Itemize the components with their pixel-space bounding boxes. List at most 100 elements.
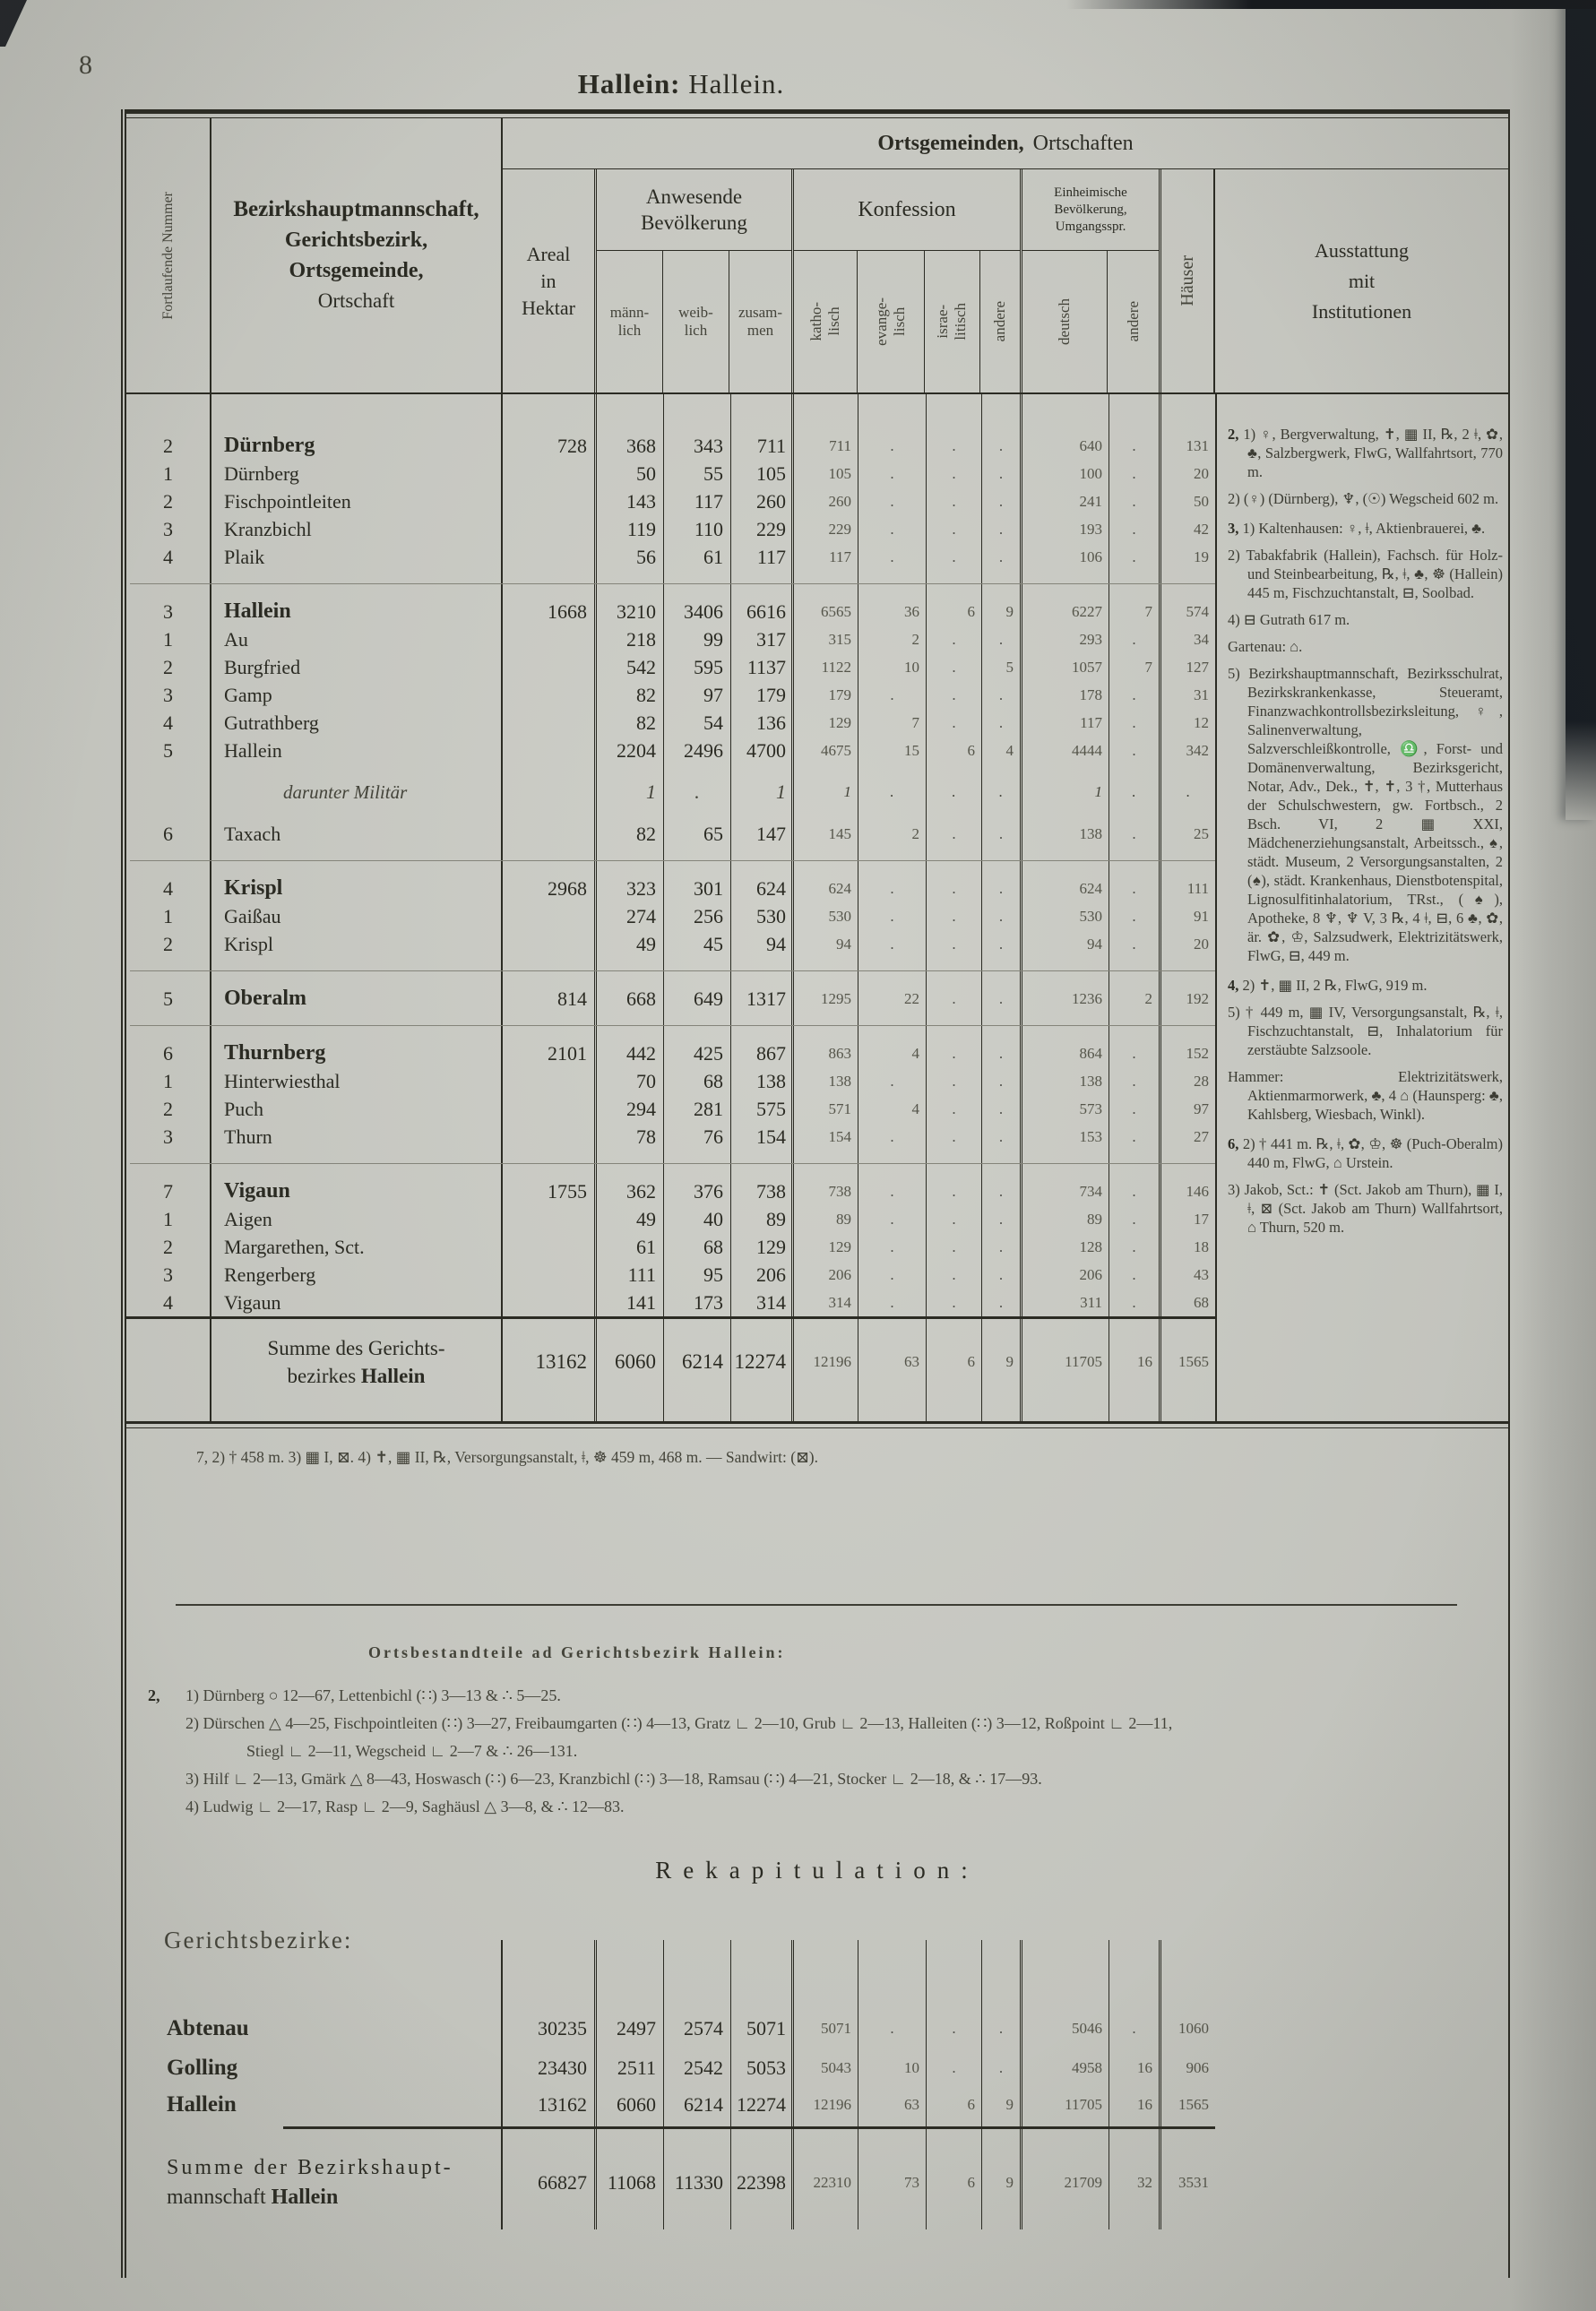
cell-areal: 30235 [503, 2007, 597, 2049]
table-row: 2 Burgfried 542 595 1137 1122 10. 5 1057 7 127 [126, 653, 1215, 681]
cell-areal [503, 930, 597, 958]
cell-isr: . [927, 1095, 982, 1123]
cell-uand: . [1109, 1233, 1161, 1261]
cell-z [731, 394, 794, 432]
cell-ev: . [858, 681, 927, 709]
line-lead [148, 1710, 185, 1738]
cell-m: 442 [597, 1039, 664, 1067]
cell-de: 1 [1022, 764, 1109, 820]
institution-note: 3) Jakob, Sct.: ✝ (Sct. Jakob am Thurn),… [1228, 1181, 1503, 1236]
cell-de: 311 [1022, 1289, 1109, 1316]
cell-m: 49 [597, 1205, 664, 1233]
cell-z: 105 [731, 460, 794, 487]
cell-ev: . [858, 543, 927, 571]
header-haeuser: Häuser [1161, 169, 1215, 392]
cell-z [731, 1405, 794, 1424]
cell-kath: 145 [794, 820, 858, 848]
cell-isr: . [927, 1177, 982, 1205]
cell-w: 2542 [664, 2049, 731, 2087]
cell-uand: . [1109, 737, 1161, 764]
cell-uand [1109, 394, 1161, 432]
cell-de: 573 [1022, 1095, 1109, 1123]
cell-w: 649 [664, 985, 731, 1013]
cell-uand: . [1109, 764, 1161, 820]
header-haeuser-label: Häuser [1177, 255, 1197, 306]
recap-row: Hallein 13162 6060 6214 12274 12196 63 6 9 11705 1… [126, 2087, 1215, 2123]
cell-nr: 6 [126, 1039, 211, 1067]
cell-and: . [982, 985, 1022, 1013]
cell-areal [503, 958, 597, 985]
cell-uand [1109, 1151, 1161, 1177]
cell-kath: 22310 [794, 2135, 858, 2229]
cell-haus: 131 [1186, 436, 1210, 454]
cell-z: 1317 [731, 985, 794, 1013]
cell-de [1022, 848, 1109, 875]
cell-haus [1161, 394, 1215, 432]
cell-w: . [664, 764, 731, 820]
cell-areal: 23430 [503, 2049, 597, 2087]
cell-areal: 814 [503, 985, 597, 1013]
cell-name: Krispl [211, 930, 503, 958]
header-ortsgemeinde: Ortsgemeinde, [289, 259, 424, 282]
cell-isr: . [927, 432, 982, 460]
cell-kath [794, 571, 858, 598]
cell-m: 49 [597, 930, 664, 958]
header-subcolumns: Areal in Hektar Anwesende Bevölkerung mä… [503, 169, 1508, 392]
cell-haus: 342 [1186, 741, 1210, 759]
cell-uand: . [1109, 875, 1161, 902]
cell-and: . [982, 1095, 1022, 1123]
header-band: Ortsgemeinden, Ortschaften [503, 118, 1508, 169]
cell-uand: . [1109, 543, 1161, 571]
cell-nr: 3 [126, 515, 211, 543]
cell-m: 61 [597, 1233, 664, 1261]
cell-ev: . [858, 764, 927, 820]
cell-uand: . [1109, 515, 1161, 543]
cell-uand: 16 [1109, 2087, 1161, 2123]
cell-w [664, 1013, 731, 1039]
cell-m: 143 [597, 487, 664, 515]
cell-areal: 1755 [503, 1177, 597, 1205]
cell-and: 9 [982, 1319, 1022, 1405]
cell-nr: 1 [126, 625, 211, 653]
cell-kath [794, 958, 858, 985]
cell-nr: 4 [126, 875, 211, 902]
cell-name: Dürnberg [211, 460, 503, 487]
cell-uand: . [1109, 460, 1161, 487]
cell-uand [1109, 571, 1161, 598]
cell-isr [927, 848, 982, 875]
table-row: 3 Kranzbichl 119 110 229 229... 193. 42 [126, 515, 1215, 543]
cell-areal [503, 1013, 597, 1039]
ortsbestandteile-heading: Ortsbestandteile ad Gerichtsbezirk Halle… [368, 1643, 786, 1661]
header-name-column: Bezirkshauptmannschaft, Gerichtsbezirk, … [211, 118, 503, 392]
header-band-rest: Ortschaften [1032, 131, 1134, 155]
cell-name: darunter Militär [211, 764, 503, 820]
header-ausstattung: Ausstattung mit Institutionen [1311, 238, 1412, 323]
cell-kath: 314 [794, 1289, 858, 1316]
cell-isr: 6 [927, 2087, 982, 2123]
cell-de: 206 [1022, 1261, 1109, 1289]
cell-and: . [982, 764, 1022, 820]
cell-and [982, 394, 1022, 432]
table-header: Fortlaufende Nummer Bezirkshauptmannscha… [126, 118, 1508, 394]
cell-m: 542 [597, 653, 664, 681]
cell-name [211, 1151, 503, 1177]
cell-haus: 34 [1194, 630, 1209, 648]
cell-areal [503, 487, 597, 515]
recap-rule-row [126, 2123, 1215, 2135]
cell-haus: 68 [1194, 1293, 1209, 1311]
cell-nr: 4 [126, 543, 211, 571]
cell-isr: 6 [927, 737, 982, 764]
table-footnote: 7, 2) † 458 m. 3) ▦ I, ⊠. 4) ✝, ▦ II, ℞,… [196, 1448, 818, 1466]
cell-isr [927, 1940, 982, 2007]
cell-w: 173 [664, 1289, 731, 1316]
cell-areal [503, 2123, 597, 2135]
cell-uand: . [1109, 1067, 1161, 1095]
cell-ev: . [858, 1067, 927, 1095]
table-row: 3 Hallein 1668 3210 3406 6616 6565 36 6 9 6227 7 574 [126, 598, 1215, 625]
cell-kath [794, 2123, 858, 2135]
cell-and: . [982, 625, 1022, 653]
cell-w [664, 1151, 731, 1177]
cell-nr: 1 [126, 1205, 211, 1233]
line-lead [148, 1738, 185, 1765]
ortsbestandteile-section: Ortsbestandteile ad Gerichtsbezirk Halle… [148, 1643, 1492, 1821]
